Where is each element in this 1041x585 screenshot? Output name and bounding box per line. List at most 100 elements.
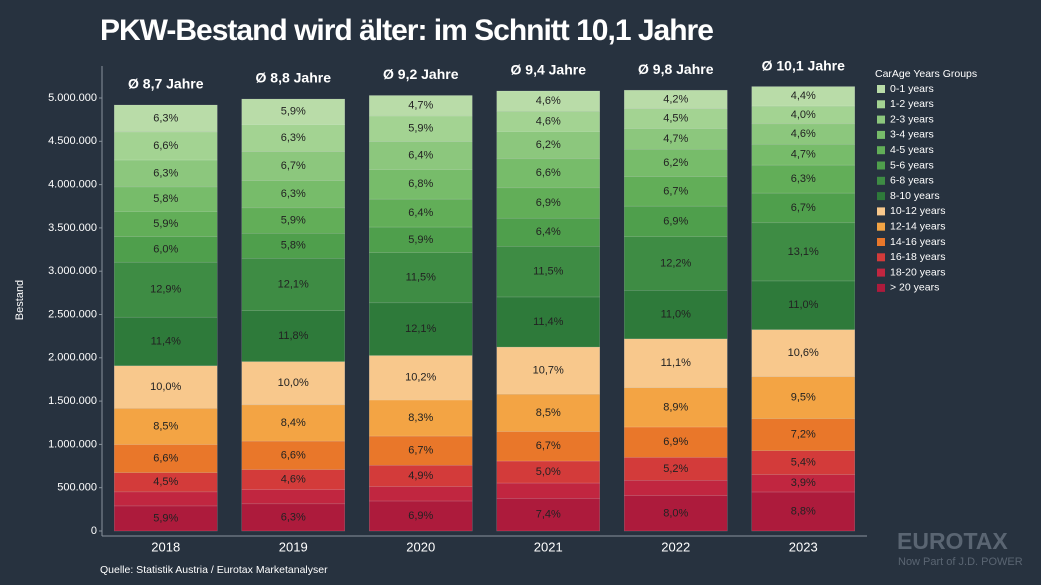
y-tick-label: 2.500.000 [48,308,97,320]
bar-segment [369,252,473,304]
value-label: 6,6% [536,167,561,179]
value-label: 12,2% [660,257,691,269]
value-label: 4,7% [791,149,816,161]
bar-segment [751,376,855,420]
legend-title: CarAge Years Groups [875,68,977,80]
bar-segment [369,95,473,117]
legend-label: 6-8 years [890,175,934,187]
value-label: 4,5% [153,476,178,488]
legend-swatch [877,176,885,185]
legend-label: 0-1 years [890,83,934,95]
bar-segment [241,489,345,505]
bar-segment [241,361,345,406]
value-label: 6,2% [536,139,561,151]
y-tick-label: 1.000.000 [48,438,97,450]
bar-segment [624,338,728,389]
legend-swatch [877,192,885,201]
bar-segment [369,355,473,401]
value-label: 5,2% [663,463,688,475]
legend-label: 5-6 years [890,159,934,171]
bar-segment [751,222,855,282]
value-label: 6,2% [663,157,688,169]
value-label: 5,9% [153,512,178,524]
value-label: 12,1% [278,278,309,290]
bar-segment [496,482,600,499]
value-label: 6,4% [536,226,561,238]
value-label: 10,2% [405,372,436,384]
x-tick-label: 2023 [789,539,818,554]
bar-segment [624,236,728,291]
bar-segment [369,486,473,502]
bar-segment [496,246,600,298]
value-label: 8,8% [791,505,816,517]
legend-label: 18-20 years [890,266,945,278]
x-tick-label: 2022 [661,539,690,554]
y-tick-label: 3.500.000 [48,222,97,234]
annotation: Ø 9,2 Jahre [383,66,459,82]
value-label: 6,3% [153,112,178,124]
value-label: 8,5% [536,407,561,419]
value-label: 6,6% [153,140,178,152]
legend-label: 2-3 years [890,113,934,125]
value-label: 5,0% [536,466,561,478]
value-label: 11,0% [788,299,819,311]
bar-segment [496,498,600,532]
value-label: 5,8% [153,193,178,205]
bar-segment [496,296,600,348]
value-label: 6,3% [791,173,816,185]
y-tick-label: 5.000.000 [48,92,97,104]
bar-segment [496,90,600,112]
value-label: 4,2% [663,93,688,105]
value-label: 6,4% [408,149,433,161]
value-label: 6,3% [281,511,306,523]
bar-segment [496,131,600,160]
bar-segment [624,387,728,428]
legend-label: > 20 years [890,282,939,294]
bar-segment [114,408,218,445]
value-label: 6,7% [408,445,433,457]
bar-segment [114,236,218,263]
value-label: 6,6% [281,449,306,461]
y-tick-label: 500.000 [57,482,97,494]
value-label: 8,4% [281,417,306,429]
annotation: Ø 8,8 Jahre [256,70,332,86]
annotation: Ø 10,1 Jahre [762,57,845,73]
bar-segment [114,186,218,212]
bar-segment [496,158,600,189]
bar-segment [624,176,728,207]
bar-segment [241,124,345,152]
bar-segment [114,316,218,367]
legend-swatch [877,146,885,155]
bar-segment [369,226,473,254]
value-label: 6,7% [281,160,306,172]
value-label: 7,2% [791,429,816,441]
value-label: 5,9% [153,218,178,230]
legend-swatch [877,207,885,216]
x-tick-label: 2021 [534,539,563,554]
bar-segment [114,444,218,473]
value-label: 4,0% [791,109,816,121]
value-label: 5,9% [408,123,433,135]
legend-swatch [877,283,885,292]
value-label: 6,4% [408,207,433,219]
legend-label: 4-5 years [890,144,934,156]
value-label: 4,4% [791,90,816,102]
value-label: 6,3% [281,188,306,200]
bar-segment [369,399,473,437]
annotation: Ø 8,7 Jahre [128,76,204,92]
value-label: 7,4% [536,509,561,521]
legend-swatch [877,100,885,109]
value-label: 4,6% [791,128,816,140]
bar-segment [496,217,600,247]
legend-swatch [877,161,885,170]
bar-segment [241,258,345,311]
value-label: 6,3% [153,167,178,179]
value-label: 11,4% [533,316,564,328]
annotation: Ø 9,8 Jahre [638,61,714,77]
value-label: 5,4% [791,457,816,469]
bar-segment [241,440,345,470]
value-label: 13,1% [788,246,819,258]
value-label: 8,0% [663,507,688,519]
bar-segment [624,89,728,109]
